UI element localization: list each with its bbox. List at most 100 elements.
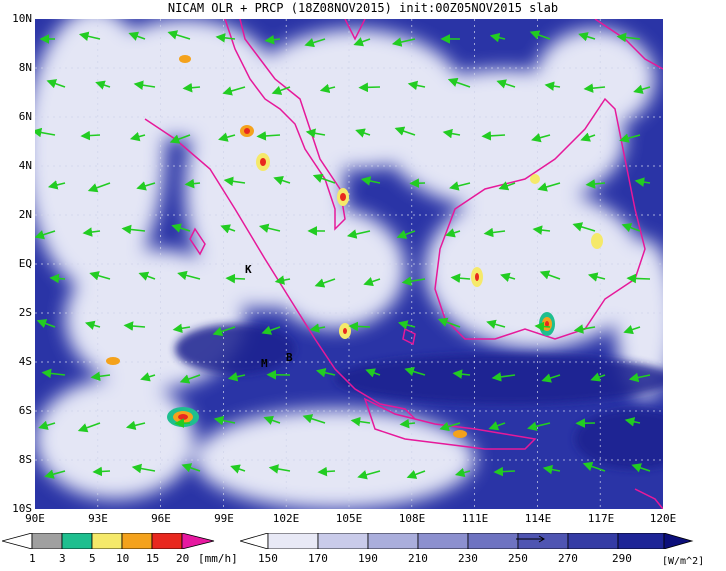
- olr-unit: [W/m^2]: [662, 556, 705, 567]
- lat-label: 10N: [12, 12, 32, 25]
- wind-arrow: [534, 321, 551, 332]
- lon-label: 90E: [25, 512, 45, 525]
- wind-arrow: [222, 86, 246, 96]
- map-title: NICAM OLR + PRCP (18Z08NOV2015) init:00Z…: [167, 1, 559, 15]
- olr-tick: 230: [458, 552, 478, 565]
- wind-arrow: [573, 324, 596, 334]
- wind-arrow: [583, 83, 606, 93]
- lat-label: 4S: [18, 355, 32, 368]
- wind-arrow: [486, 319, 506, 329]
- wind-arrow: [263, 415, 281, 425]
- wind-arrow: [302, 414, 326, 424]
- wind-arrow: [623, 325, 641, 335]
- graticule: [35, 19, 663, 509]
- lon-label: 93E: [88, 512, 108, 525]
- place-marker: B: [286, 351, 293, 364]
- wind-arrow: [355, 128, 371, 138]
- olr-tick: 290: [612, 552, 632, 565]
- lat-label: 2S: [18, 306, 32, 319]
- wind-arrow: [264, 34, 281, 45]
- wind-arrow: [314, 278, 336, 288]
- wind-arrow: [447, 77, 471, 88]
- wind-arrow: [529, 30, 551, 40]
- wind-arrow: [92, 466, 111, 477]
- coastlines: [144, 19, 663, 509]
- wind-arrow: [90, 371, 111, 382]
- wind-arrow: [399, 418, 416, 429]
- wind-arrow: [572, 222, 596, 232]
- wind-arrow: [500, 272, 516, 282]
- wind-arrow: [346, 229, 371, 239]
- wind-arrow: [628, 372, 651, 383]
- wind-arrow: [131, 463, 156, 474]
- wind-arrow: [41, 368, 66, 379]
- wind-arrow: [169, 134, 191, 144]
- wind-arrow: [305, 128, 326, 139]
- wind-arrow: [394, 126, 416, 136]
- lon-label: 117E: [587, 512, 615, 525]
- wind-arrow: [182, 82, 201, 93]
- prcp-tick: 10: [116, 552, 130, 565]
- lon-label: 111E: [461, 512, 489, 525]
- wind-arrow: [633, 84, 651, 94]
- wind-arrow: [140, 372, 156, 382]
- wind-arrow: [225, 273, 246, 284]
- wind-arrow: [357, 470, 381, 480]
- wind-arrow: [129, 131, 146, 142]
- wind-arrow: [491, 372, 516, 382]
- wind-arrow: [181, 463, 201, 473]
- wind-arrow: [82, 227, 101, 237]
- wind-arrow: [544, 81, 561, 91]
- wind-arrow: [213, 415, 236, 426]
- wind-arrow: [360, 176, 381, 186]
- olr-tick: 270: [558, 552, 578, 565]
- wind-arrow: [527, 421, 551, 431]
- wind-arrow: [401, 276, 426, 286]
- wind-arrow: [449, 181, 471, 191]
- wind-arrow: [133, 80, 156, 90]
- wind-arrow: [396, 229, 416, 239]
- wind-arrow: [498, 181, 516, 191]
- wind-arrow: [125, 420, 146, 431]
- wind-arrow: [450, 273, 471, 283]
- wind-arrow: [404, 366, 426, 377]
- prcp-tick: 5: [89, 552, 96, 565]
- wind-arrow: [212, 326, 236, 337]
- olr-tick: 150: [258, 552, 278, 565]
- wind-arrow: [631, 463, 651, 473]
- wind-arrow: [407, 80, 426, 91]
- wind-arrow: [542, 464, 561, 475]
- wind-arrow: [256, 131, 281, 141]
- wind-arrow: [397, 320, 416, 330]
- wind-arrow: [223, 176, 246, 187]
- wind-arrow: [481, 131, 506, 141]
- wind-arrow: [271, 85, 291, 95]
- wind-arrow: [218, 132, 236, 142]
- wind-arrow: [358, 82, 381, 93]
- lon-label: 105E: [335, 512, 363, 525]
- wind-arrow: [585, 179, 606, 189]
- wind-arrow: [171, 223, 191, 233]
- wind-arrow: [454, 467, 471, 478]
- wind-arrow: [304, 38, 326, 48]
- lat-label: 4N: [18, 159, 32, 172]
- wind-arrow: [274, 275, 291, 285]
- wind-arrow: [616, 32, 641, 43]
- wind-arrow: [590, 372, 606, 382]
- wind-arrow: [452, 369, 471, 379]
- wind-arrow: [619, 133, 641, 143]
- wind-arrow: [621, 223, 641, 233]
- wind-arrow: [121, 224, 146, 235]
- wind-arrow: [136, 181, 156, 191]
- wind-arrow: [123, 321, 146, 331]
- wind-arrow: [532, 225, 551, 235]
- wind-arrow: [177, 270, 201, 281]
- prcp-tick: 1: [29, 552, 36, 565]
- wind-arrow: [261, 325, 281, 335]
- wind-arrow: [84, 320, 101, 330]
- wind-arrow: [439, 421, 461, 432]
- prcp-tick: 15: [146, 552, 160, 565]
- wind-vectors: [35, 30, 651, 480]
- wind-arrow: [220, 224, 236, 234]
- wind-arrow: [348, 321, 371, 332]
